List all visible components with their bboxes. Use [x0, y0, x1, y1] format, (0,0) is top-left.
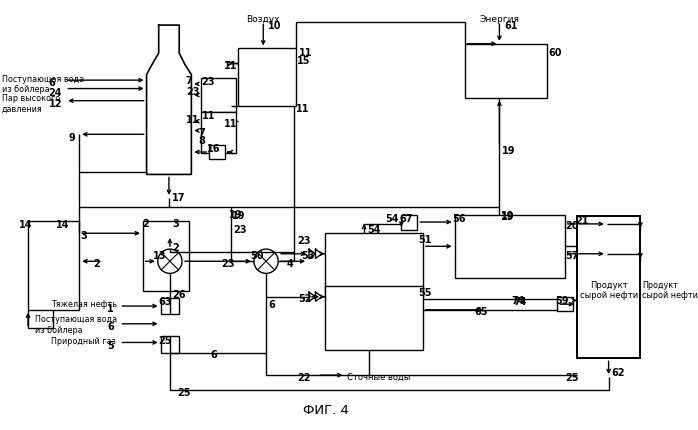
Text: 74: 74	[512, 295, 525, 305]
Bar	[161, 298, 179, 315]
Text: Природный газ: Природный газ	[52, 336, 116, 345]
Text: 63: 63	[158, 296, 172, 306]
Text: 2: 2	[94, 259, 100, 269]
Text: 5: 5	[107, 340, 114, 350]
Bar	[238, 49, 296, 107]
Bar	[454, 215, 565, 278]
Text: 19: 19	[229, 209, 242, 219]
Bar	[401, 215, 417, 230]
Text: 9: 9	[68, 133, 75, 143]
Text: 59: 59	[556, 295, 569, 305]
Text: Сточные воды: Сточные воды	[348, 372, 410, 381]
Text: 67: 67	[399, 213, 413, 223]
Bar	[28, 221, 80, 310]
Text: 25: 25	[177, 387, 191, 397]
Text: 19: 19	[501, 211, 515, 221]
Text: 16: 16	[207, 143, 221, 154]
Bar	[577, 217, 640, 359]
Text: 26: 26	[172, 289, 185, 300]
Polygon shape	[147, 26, 191, 175]
Bar	[325, 233, 423, 297]
Text: 4: 4	[287, 258, 293, 268]
Text: 56: 56	[452, 213, 466, 223]
Text: 6: 6	[49, 78, 55, 88]
Text: Энергия: Энергия	[480, 15, 519, 24]
Text: Тяжелая нефть: Тяжелая нефть	[52, 299, 117, 308]
Text: 12: 12	[49, 98, 62, 109]
Text: 23: 23	[186, 86, 199, 96]
Text: 3: 3	[172, 219, 179, 229]
Text: 2: 2	[142, 219, 149, 229]
Text: 11: 11	[296, 103, 309, 113]
Text: 51: 51	[418, 235, 431, 245]
Text: 23: 23	[202, 77, 215, 87]
Text: Продукт
сырой нефти: Продукт сырой нефти	[642, 280, 698, 300]
Text: 62: 62	[611, 367, 625, 377]
Bar	[209, 146, 225, 160]
Text: 7: 7	[199, 128, 206, 138]
Text: 6: 6	[268, 299, 274, 309]
Text: ФИГ. 4: ФИГ. 4	[303, 403, 349, 416]
Bar	[201, 79, 236, 113]
Text: 19: 19	[501, 210, 515, 220]
Bar	[143, 221, 189, 292]
Text: 8: 8	[199, 136, 206, 146]
Text: 14: 14	[56, 220, 70, 230]
Text: 11: 11	[186, 114, 199, 124]
Text: 7: 7	[186, 75, 193, 85]
Text: 15: 15	[297, 56, 311, 66]
Text: Продукт
сырой нефти: Продукт сырой нефти	[579, 280, 638, 300]
Text: 6: 6	[107, 321, 114, 331]
Text: Поступающая вода
из бойлера: Поступающая вода из бойлера	[36, 315, 117, 334]
Text: Поступающая вода
из бойлера: Поступающая вода из бойлера	[2, 74, 84, 94]
Text: 61: 61	[504, 22, 518, 31]
Text: 50: 50	[250, 250, 264, 261]
Text: 11: 11	[202, 111, 215, 121]
Text: 6: 6	[210, 349, 217, 359]
Text: Воздух: Воздух	[246, 15, 280, 24]
Text: 11: 11	[299, 47, 312, 58]
Text: 23: 23	[297, 236, 311, 246]
Text: 25: 25	[158, 335, 172, 345]
Text: 17: 17	[172, 193, 185, 203]
Text: 60: 60	[548, 47, 561, 58]
Text: 1: 1	[107, 304, 114, 313]
Text: 22: 22	[297, 372, 311, 382]
Text: 57: 57	[565, 250, 579, 261]
Text: 24: 24	[49, 87, 62, 98]
Text: 19: 19	[232, 210, 245, 221]
Bar	[465, 45, 547, 98]
Bar	[325, 287, 423, 350]
Text: 2: 2	[172, 242, 179, 252]
Text: 23: 23	[233, 224, 247, 234]
Text: 19: 19	[503, 145, 516, 155]
Text: Пар высокого
давления: Пар высокого давления	[2, 94, 60, 114]
Text: 11: 11	[224, 61, 237, 71]
Text: 25: 25	[565, 372, 578, 382]
Bar	[557, 297, 573, 311]
Text: 52: 52	[299, 293, 312, 303]
Text: 23: 23	[221, 258, 235, 268]
Text: 14: 14	[19, 220, 32, 230]
Bar	[201, 113, 236, 154]
Text: 54: 54	[385, 213, 399, 223]
Text: 74: 74	[514, 296, 527, 306]
Text: 54: 54	[367, 224, 380, 234]
Text: 13: 13	[153, 250, 167, 261]
Text: 10: 10	[268, 22, 281, 31]
Bar	[161, 336, 179, 353]
Text: 21: 21	[575, 215, 588, 225]
Text: 20: 20	[565, 221, 579, 230]
Text: 11: 11	[224, 119, 237, 129]
Text: 55: 55	[418, 288, 431, 298]
Text: 3: 3	[80, 230, 87, 240]
Text: 53: 53	[302, 250, 315, 261]
Text: 65: 65	[474, 306, 488, 316]
